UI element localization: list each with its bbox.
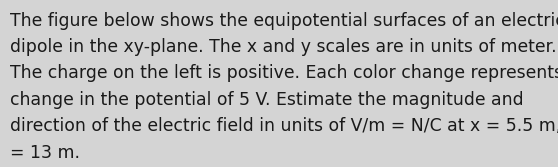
Text: The charge on the left is positive. Each color change represents a: The charge on the left is positive. Each…	[10, 64, 558, 82]
Text: dipole in the xy-plane. The x and y scales are in units of meter.: dipole in the xy-plane. The x and y scal…	[10, 38, 557, 56]
Text: The figure below shows the equipotential surfaces of an electric: The figure below shows the equipotential…	[10, 12, 558, 30]
Text: = 13 m.: = 13 m.	[10, 144, 80, 162]
Text: change in the potential of 5 V. Estimate the magnitude and: change in the potential of 5 V. Estimate…	[10, 91, 523, 109]
Text: direction of the electric field in units of V/m = N/C at x = 5.5 m, y: direction of the electric field in units…	[10, 117, 558, 135]
